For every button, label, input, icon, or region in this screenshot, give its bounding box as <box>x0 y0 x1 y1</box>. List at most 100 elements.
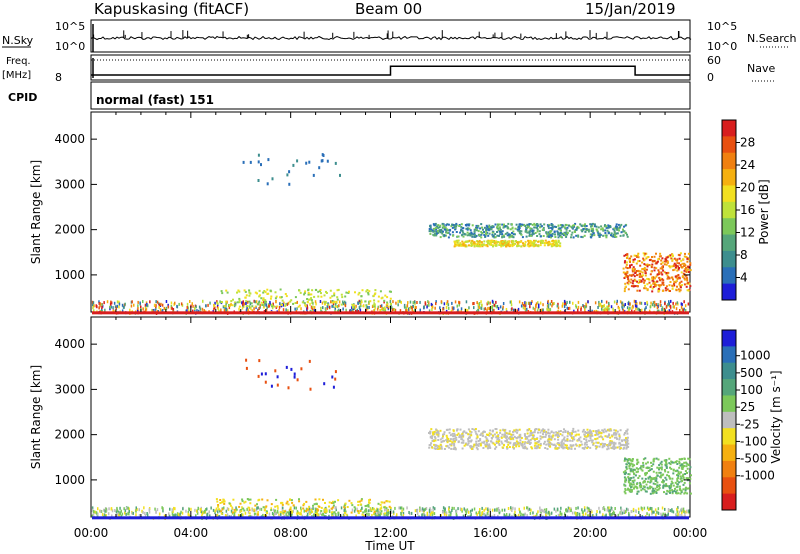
data-cell <box>495 244 498 246</box>
date-title: 15/Jan/2019 <box>585 0 676 18</box>
data-cell <box>577 308 579 312</box>
data-cell <box>314 509 317 513</box>
data-cell <box>670 276 673 279</box>
data-cell <box>612 512 614 516</box>
data-cell <box>583 506 586 510</box>
data-cell <box>272 513 275 517</box>
data-cell <box>582 304 584 307</box>
data-cell <box>334 513 337 515</box>
data-cell <box>434 224 437 227</box>
data-cell <box>676 463 679 465</box>
data-cell <box>474 235 477 238</box>
data-cell <box>308 160 311 164</box>
data-cell <box>684 473 687 475</box>
data-cell <box>225 308 227 312</box>
data-cell <box>435 431 438 434</box>
data-cell <box>517 307 520 311</box>
data-cell <box>479 439 482 442</box>
data-cell <box>615 227 618 230</box>
data-cell <box>607 428 610 431</box>
data-cell <box>639 483 642 486</box>
data-cell <box>625 466 628 469</box>
nsearch-tick-top: 10^5 <box>707 20 737 33</box>
data-cell <box>145 308 147 312</box>
data-cell <box>137 307 139 310</box>
data-cell <box>441 232 444 235</box>
data-cell <box>443 433 446 436</box>
data-cell <box>627 442 630 445</box>
data-cell <box>664 287 667 290</box>
data-cell <box>546 307 548 311</box>
data-cell <box>680 514 682 517</box>
data-cell <box>354 507 356 511</box>
data-cell <box>408 307 411 311</box>
data-cell <box>619 511 621 515</box>
data-cell <box>530 227 533 230</box>
data-cell <box>501 241 504 243</box>
data-cell <box>588 439 591 442</box>
data-cell <box>644 477 647 480</box>
data-cell <box>602 229 605 232</box>
data-cell <box>681 276 684 279</box>
data-cell <box>462 439 465 442</box>
data-cell <box>551 224 554 227</box>
data-cell <box>205 304 207 308</box>
data-cell <box>644 490 647 493</box>
data-cell <box>512 308 515 312</box>
data-cell <box>665 478 668 481</box>
data-cell <box>505 513 508 516</box>
data-cell <box>685 271 688 273</box>
data-cell <box>619 234 622 237</box>
data-cell <box>242 304 244 308</box>
data-cell <box>332 504 335 507</box>
data-cell <box>625 261 628 264</box>
colorbar-tick-label: 4 <box>740 271 748 285</box>
data-cell <box>592 232 595 235</box>
data-cell <box>580 306 582 310</box>
data-cell <box>471 235 474 238</box>
data-cell <box>256 302 259 305</box>
data-cell <box>280 502 283 505</box>
data-cell <box>632 258 635 261</box>
colorbar-frame <box>721 329 737 511</box>
data-cell <box>243 501 246 504</box>
data-cell <box>333 292 336 295</box>
data-cell <box>676 469 679 472</box>
data-cell <box>614 436 616 439</box>
data-cell <box>493 308 495 312</box>
data-cell <box>455 225 458 228</box>
data-cell <box>526 506 528 510</box>
data-cell <box>549 302 552 306</box>
data-cell <box>626 253 629 256</box>
data-cell <box>626 235 629 238</box>
data-cell <box>562 234 565 236</box>
data-cell <box>460 229 462 232</box>
data-cell <box>575 228 578 231</box>
data-cell <box>677 472 680 475</box>
data-cell <box>636 463 639 465</box>
data-cell <box>451 231 454 234</box>
data-cell <box>387 509 389 513</box>
data-cell <box>461 438 464 441</box>
data-cell <box>428 228 431 230</box>
data-cell <box>494 508 496 512</box>
data-cell <box>645 483 648 486</box>
data-cell <box>688 482 691 485</box>
data-cell <box>556 507 559 511</box>
data-cell <box>547 225 550 228</box>
data-cell <box>377 295 380 298</box>
data-cell <box>477 444 480 447</box>
data-cell <box>631 267 634 270</box>
data-cell <box>433 430 436 433</box>
data-cell <box>340 506 343 510</box>
data-cell <box>627 481 630 484</box>
data-cell <box>618 226 621 229</box>
data-cell <box>514 227 517 230</box>
data-cell <box>570 236 572 239</box>
data-cell <box>368 300 370 304</box>
data-cell <box>655 477 658 480</box>
data-cell <box>248 509 251 512</box>
data-cell <box>587 446 590 448</box>
data-cell <box>588 514 590 518</box>
data-cell <box>634 468 637 471</box>
